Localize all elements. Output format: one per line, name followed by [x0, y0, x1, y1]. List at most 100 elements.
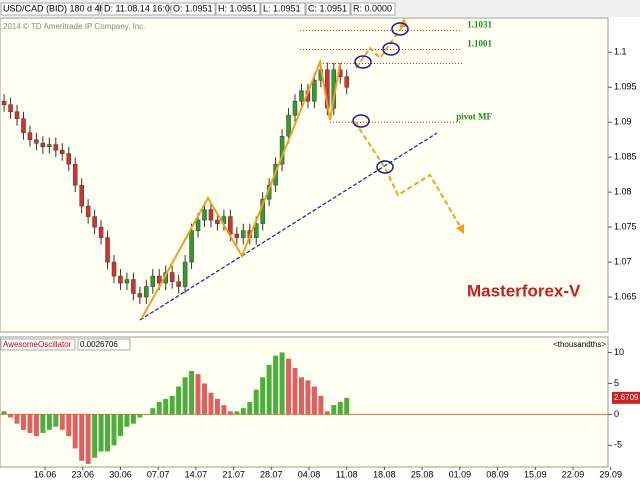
oscillator-bar — [292, 367, 298, 415]
oscillator-bar — [92, 414, 98, 458]
y-tick-label: 1.085 — [614, 152, 637, 162]
x-tick-label: 23.06 — [71, 469, 94, 479]
oscillator-bar — [105, 414, 111, 452]
candle-body — [215, 219, 220, 224]
oscillator-bar — [8, 414, 14, 418]
candle-body — [189, 230, 194, 263]
marker-circle — [354, 55, 372, 69]
oscillator-bar — [234, 411, 240, 415]
candle-body — [53, 144, 59, 151]
oscillator-bar — [337, 402, 343, 415]
level-label: 1.1001 — [467, 39, 492, 49]
candle-body — [253, 223, 259, 238]
x-tick-label: 14.07 — [185, 469, 208, 479]
oscillator-bar — [344, 397, 350, 415]
candle-body — [27, 132, 33, 140]
bar-low: L: 1.0951 — [263, 3, 301, 13]
oscillator-bar — [59, 414, 65, 430]
level-label: pivot MF — [456, 111, 492, 121]
value-marker — [612, 391, 640, 404]
oscillator-bar — [176, 386, 182, 415]
y-tick-label: 1.08 — [614, 187, 632, 197]
candle-body — [85, 205, 91, 217]
x-tick-label: 21.07 — [222, 469, 245, 479]
candle-body — [182, 261, 188, 287]
symbol: USD/CAD (BID) 180 d 4h — [3, 3, 105, 13]
candle-body — [202, 209, 207, 221]
x-tick-label: 29.09 — [599, 469, 622, 479]
oscillator-panel — [0, 336, 609, 468]
oscillator-bar — [305, 380, 311, 415]
candle-body — [111, 261, 117, 277]
oscillator-value: 0.0026706 — [80, 340, 118, 349]
oscillator-bar — [221, 405, 227, 415]
level-label: 1.1031 — [467, 20, 492, 30]
oscillator-title: AwesomeOscillator — [3, 340, 72, 349]
watermark: Masterforex-V — [467, 281, 581, 300]
header-box — [101, 2, 169, 16]
oscillator-bar — [85, 414, 91, 464]
candle-body — [124, 279, 130, 284]
oscillator-bar — [195, 374, 201, 415]
header-box — [170, 2, 216, 16]
oscillator-bar — [189, 371, 195, 415]
oscillator-bar — [40, 414, 46, 433]
bar-high: H: 1.0951 — [218, 3, 257, 13]
candle-body — [34, 139, 39, 144]
candle-body — [72, 163, 78, 186]
header-box — [260, 2, 306, 16]
candle-body — [286, 114, 291, 137]
candle-body — [105, 237, 110, 263]
oscillator-bar — [273, 355, 279, 415]
candle-body — [208, 209, 214, 221]
oscillator-bar — [182, 377, 188, 415]
oscillator-bar — [266, 364, 272, 415]
candle-body — [40, 142, 46, 147]
header-box — [305, 2, 351, 16]
header-box — [215, 2, 261, 16]
y-tick-label: -5 — [614, 440, 622, 450]
oscillator-bar — [46, 414, 52, 430]
candle-body — [312, 79, 317, 102]
oscillator-bar — [137, 414, 143, 418]
oscillator-bar — [72, 414, 78, 449]
y-tick-label: 10 — [614, 347, 624, 357]
candle-body — [156, 275, 162, 284]
oscillator-bar — [14, 414, 20, 424]
oscillator-bar — [66, 414, 72, 437]
x-tick-label: 11.08 — [336, 469, 358, 479]
oscillator-bar — [214, 398, 220, 415]
x-tick-label: 28.07 — [260, 469, 283, 479]
candle-body — [66, 153, 71, 165]
x-tick-label: 07.07 — [147, 469, 170, 479]
y-tick-label: 5 — [614, 378, 619, 388]
candle-body — [228, 216, 233, 235]
marker-circle — [352, 114, 370, 128]
bar-close: C: 1.0951 — [308, 3, 347, 13]
y-tick-label: 1.1 — [614, 47, 627, 57]
oscillator-bar — [20, 414, 26, 430]
candle-body — [1, 100, 7, 105]
oscillator-bar — [227, 411, 233, 415]
x-tick-label: 04.08 — [298, 469, 321, 479]
candle-body — [292, 100, 298, 116]
marks: 1.065 1.07 1.075 1.08 1.085 1.09 1.095 1.1 16.06… — [0, 20, 640, 479]
marker-circle — [391, 22, 409, 36]
y-tick-label: 0 — [614, 409, 619, 419]
candle-body — [169, 272, 175, 282]
oscillator-bar — [260, 377, 266, 415]
y-tick-label: 1.09 — [614, 117, 632, 127]
x-tick-label: 08.09 — [486, 469, 509, 479]
oscillator-bar — [286, 358, 292, 415]
oscillator-bar — [156, 402, 162, 415]
bar-date: D: 11.08.14 16:00 — [104, 3, 175, 13]
oscillator-bar — [117, 414, 123, 437]
candle-body — [14, 111, 20, 119]
candle-body — [131, 279, 136, 294]
oscillator-label-box — [0, 338, 76, 351]
oscillator-bar — [163, 398, 169, 415]
candle-body — [150, 275, 156, 287]
y-tick-label: 1.07 — [614, 256, 632, 266]
y-tick-label: 1.075 — [614, 221, 637, 231]
